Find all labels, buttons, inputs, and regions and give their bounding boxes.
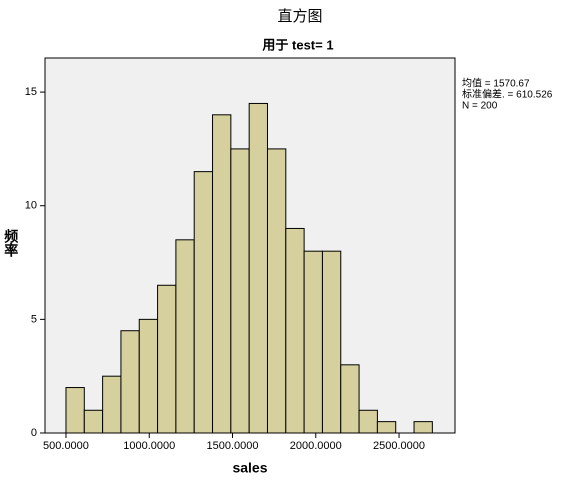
x-axis-label: sales <box>232 460 267 476</box>
bar <box>65 387 85 434</box>
chart-subtitle: 用于 test= 1 <box>261 37 333 52</box>
stat-annotation: 均值 = 1570.67 <box>462 77 530 90</box>
y-tick-label: 0 <box>31 427 37 439</box>
stat-annotation: 标准偏差. = 610.526 <box>462 88 553 101</box>
bar <box>376 421 397 434</box>
bar <box>230 148 250 434</box>
bar <box>413 421 433 434</box>
y-tick-label: 10 <box>25 200 37 212</box>
x-tick-label: 1500.0000 <box>207 440 259 452</box>
bar <box>340 364 360 434</box>
y-tick-label: 5 <box>31 313 37 325</box>
bar <box>138 318 159 434</box>
bar <box>157 284 177 434</box>
bar <box>193 171 214 434</box>
bar <box>102 375 122 434</box>
x-tick-label: 500.0000 <box>43 440 89 452</box>
bar <box>212 114 232 434</box>
x-tick-label: 1000.0000 <box>123 440 175 452</box>
bar <box>285 227 305 434</box>
y-axis-label: 频率 <box>3 228 19 258</box>
bar <box>358 409 378 434</box>
x-tick-label: 2500.0000 <box>373 440 425 452</box>
x-tick-label: 2000.0000 <box>290 440 342 452</box>
bar <box>175 239 195 434</box>
bar <box>248 102 268 434</box>
chart-title: 直方图 <box>277 8 322 25</box>
stat-annotation: N = 200 <box>462 101 498 112</box>
bar <box>303 250 323 434</box>
bar <box>266 148 287 434</box>
y-tick-label: 15 <box>25 86 37 98</box>
bar <box>321 250 342 434</box>
bar <box>83 409 104 434</box>
bar <box>120 330 140 434</box>
